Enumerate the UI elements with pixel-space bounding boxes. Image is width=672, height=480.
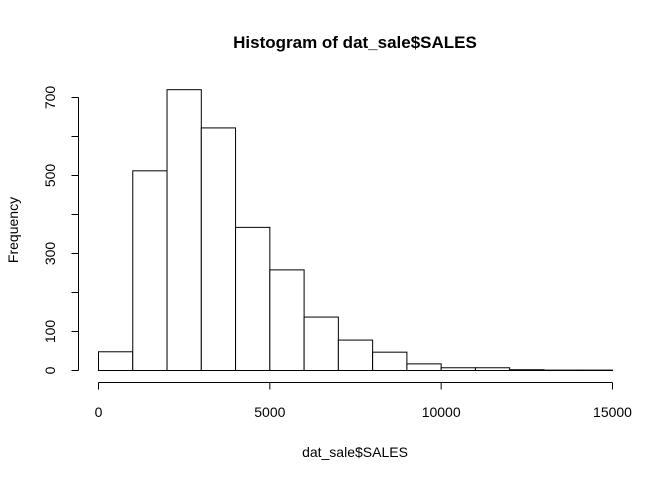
histogram-bar [132,170,168,371]
histogram-bar [509,369,545,372]
histogram-bar [337,339,374,371]
x-tick-label: 10000 [422,404,461,420]
x-tick-label: 5000 [254,404,285,420]
y-tick-label: 700 [42,86,58,110]
x-axis: 0 5000 10000 15000 [95,382,632,420]
histogram-bar [474,367,511,371]
histogram-bar [98,351,134,371]
histogram-bar [235,226,271,371]
y-tick-label: 500 [42,164,58,188]
chart-title: Histogram of dat_sale$SALES [233,33,477,52]
y-axis-label: Frequency [5,197,21,263]
histogram-bar [166,89,202,371]
histogram-bar [200,127,237,371]
y-tick-label: 0 [42,366,58,374]
x-axis-label: dat_sale$SALES [302,444,408,460]
histogram-bar [372,351,408,372]
y-tick-label: 300 [42,242,58,266]
bars-group [98,89,614,372]
histogram-bar [440,367,476,371]
y-tick-label: 100 [42,320,58,344]
x-tick-label: 0 [95,404,103,420]
y-axis: 0 100 300 500 700 [42,86,79,374]
x-tick-label: 15000 [593,404,632,420]
histogram-bar [406,363,442,371]
histogram-bar [269,269,305,372]
histogram-bar [303,316,339,372]
